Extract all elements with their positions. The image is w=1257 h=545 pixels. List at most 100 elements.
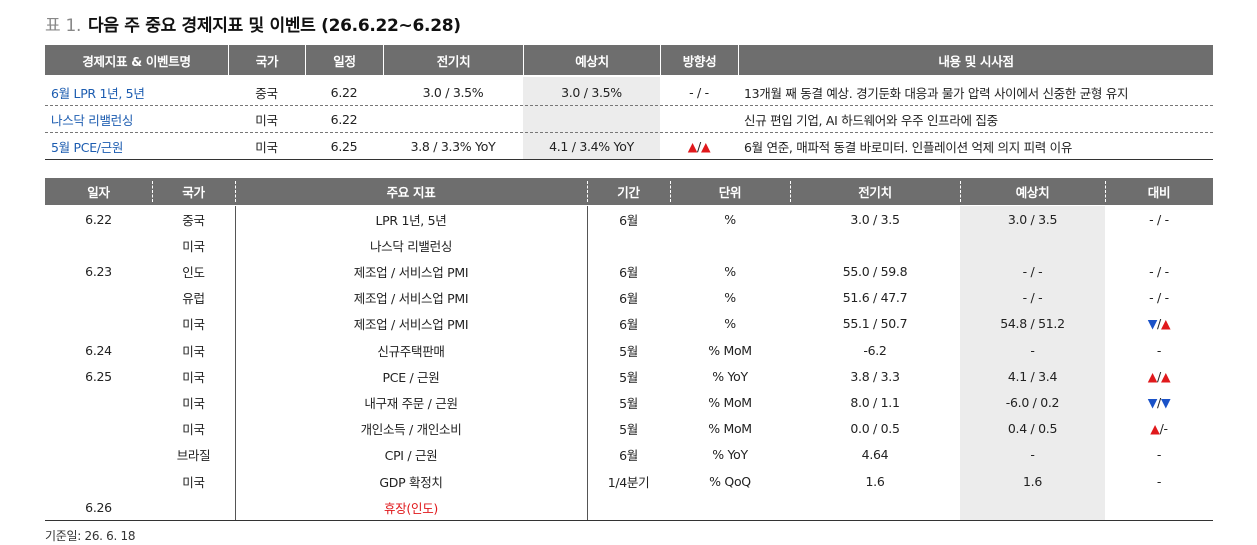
header-separator xyxy=(790,181,791,202)
header-cell: 국가 xyxy=(229,45,305,75)
header-cell: 일정 xyxy=(306,45,383,75)
cell: 6월 xyxy=(619,317,638,333)
header-cell: 방향성 xyxy=(661,45,738,75)
row-divider xyxy=(45,132,1213,133)
cell: % QoQ xyxy=(709,473,751,489)
cell: ▼ / ▲ xyxy=(1147,316,1171,332)
cell: 0.0 / 0.5 xyxy=(850,421,900,437)
cell: 내구재 주문 / 근원 xyxy=(364,395,458,411)
header-cell: 내용 및 시사점 xyxy=(739,45,1213,75)
cell: 6.23 xyxy=(85,263,112,279)
cell: - / - xyxy=(1149,211,1169,227)
cell: % xyxy=(724,263,736,279)
cell: 3.0 / 3.5% xyxy=(561,84,622,100)
cell: - / - xyxy=(1022,290,1043,306)
header-cell: 예상치 xyxy=(1015,185,1050,200)
cell: 제조업 / 서비스업 PMI xyxy=(353,291,469,307)
cell: 4.1 / 3.4% YoY xyxy=(549,138,634,154)
cell: 6.25 xyxy=(85,368,112,384)
cell: GDP 확정치 xyxy=(379,474,443,490)
cell: PCE / 근원 xyxy=(382,369,440,385)
cell: 1.6 xyxy=(865,473,885,489)
cell: ▲ / ▲ xyxy=(687,138,711,154)
cell: -6.0 / 0.2 xyxy=(1005,394,1060,410)
cell: % MoM xyxy=(708,421,752,437)
cell: 1/4분기 xyxy=(607,474,650,490)
header-cell: 주요 지표 xyxy=(386,185,436,200)
cell: 5월 xyxy=(619,422,638,438)
cell: 13개월 째 동결 예상. 경기둔화 대응과 물가 압력 사이에서 신중한 균형… xyxy=(744,85,1129,101)
cell: 제조업 / 서비스업 PMI xyxy=(353,317,469,333)
cell: 8.0 / 1.1 xyxy=(850,394,900,410)
cell: 브라질 xyxy=(176,448,211,464)
cell: 유럽 xyxy=(182,291,205,307)
header-cell: 단위 xyxy=(718,185,742,200)
cell: 5월 xyxy=(619,343,638,359)
bottom-border xyxy=(45,520,1213,522)
cell: - xyxy=(1156,447,1162,463)
cell: - xyxy=(1030,447,1035,463)
cell: CPI / 근원 xyxy=(384,448,438,464)
cell: 5월 PCE/근원 xyxy=(51,139,124,155)
cell: 신규 편입 기업, AI 하드웨어와 우주 인프라에 집중 xyxy=(744,112,998,128)
header-cell: 예상치 xyxy=(524,45,660,75)
cell: 휴장(인도) xyxy=(384,500,438,516)
cell: 미국 xyxy=(255,112,278,128)
cell: 55.1 / 50.7 xyxy=(842,316,908,332)
cell: 6.26 xyxy=(85,499,112,515)
cell: 55.0 / 59.8 xyxy=(842,263,908,279)
cell: ▲ / ▲ xyxy=(1147,368,1171,384)
cell: 개인소득 / 개인소비 xyxy=(360,422,462,438)
cell: 1.6 xyxy=(1023,473,1042,489)
cell: % MoM xyxy=(708,342,752,358)
header-separator xyxy=(1105,181,1106,202)
cell: 3.0 / 3.5 xyxy=(1007,211,1058,227)
header-cell: 기간 xyxy=(617,185,640,200)
cell: - xyxy=(1030,342,1035,358)
cell: 미국 xyxy=(255,139,278,155)
cell: 0.4 / 0.5 xyxy=(1007,421,1058,437)
cell: 6.24 xyxy=(85,342,112,358)
header-separator xyxy=(235,181,236,202)
header-cell: 대비 xyxy=(1147,185,1171,200)
footer: 기준일: 26. 6. 18 xyxy=(45,528,136,543)
cell: % xyxy=(724,211,736,227)
cell: 신규주택판매 xyxy=(377,343,445,359)
header-cell: 전기치 xyxy=(384,45,523,75)
header-cell: 국가 xyxy=(182,185,205,200)
cell: 6월 xyxy=(619,448,638,464)
header-separator xyxy=(587,181,588,202)
cell: 제조업 / 서비스업 PMI xyxy=(353,264,469,280)
title-label: 표 1. xyxy=(45,15,82,36)
cell: 51.6 / 47.7 xyxy=(842,290,908,306)
header-separator xyxy=(670,181,671,202)
shade xyxy=(960,206,1105,521)
cell: 중국 xyxy=(182,212,205,228)
cell: 미국 xyxy=(182,317,205,333)
cell: 미국 xyxy=(182,238,205,254)
cell: -6.2 xyxy=(863,342,887,358)
cell: ▼ / ▼ xyxy=(1147,394,1171,410)
cell: 5월 xyxy=(619,395,638,411)
cell: 3.8 / 3.3 xyxy=(850,368,900,384)
cell: - / - xyxy=(689,84,709,100)
cell: 미국 xyxy=(182,422,205,438)
column-line xyxy=(587,206,588,521)
cell: % YoY xyxy=(712,447,748,463)
row-divider xyxy=(45,105,1213,106)
cell: 6월 LPR 1년, 5년 xyxy=(51,85,145,101)
cell: 4.64 xyxy=(861,447,889,463)
header-cell: 경제지표 & 이벤트명 xyxy=(45,45,228,75)
cell: 6월 xyxy=(619,291,638,307)
cell: - xyxy=(1156,473,1162,489)
cell: 6.25 xyxy=(330,138,358,154)
header-cell: 전기치 xyxy=(858,185,892,200)
cell: 미국 xyxy=(182,369,205,385)
cell: 3.0 / 3.5% xyxy=(422,84,484,100)
cell: 미국 xyxy=(182,395,205,411)
cell: 4.1 / 3.4 xyxy=(1007,368,1058,384)
cell: 5월 xyxy=(619,369,638,385)
cell: LPR 1년, 5년 xyxy=(375,212,447,228)
header-separator xyxy=(152,181,153,202)
